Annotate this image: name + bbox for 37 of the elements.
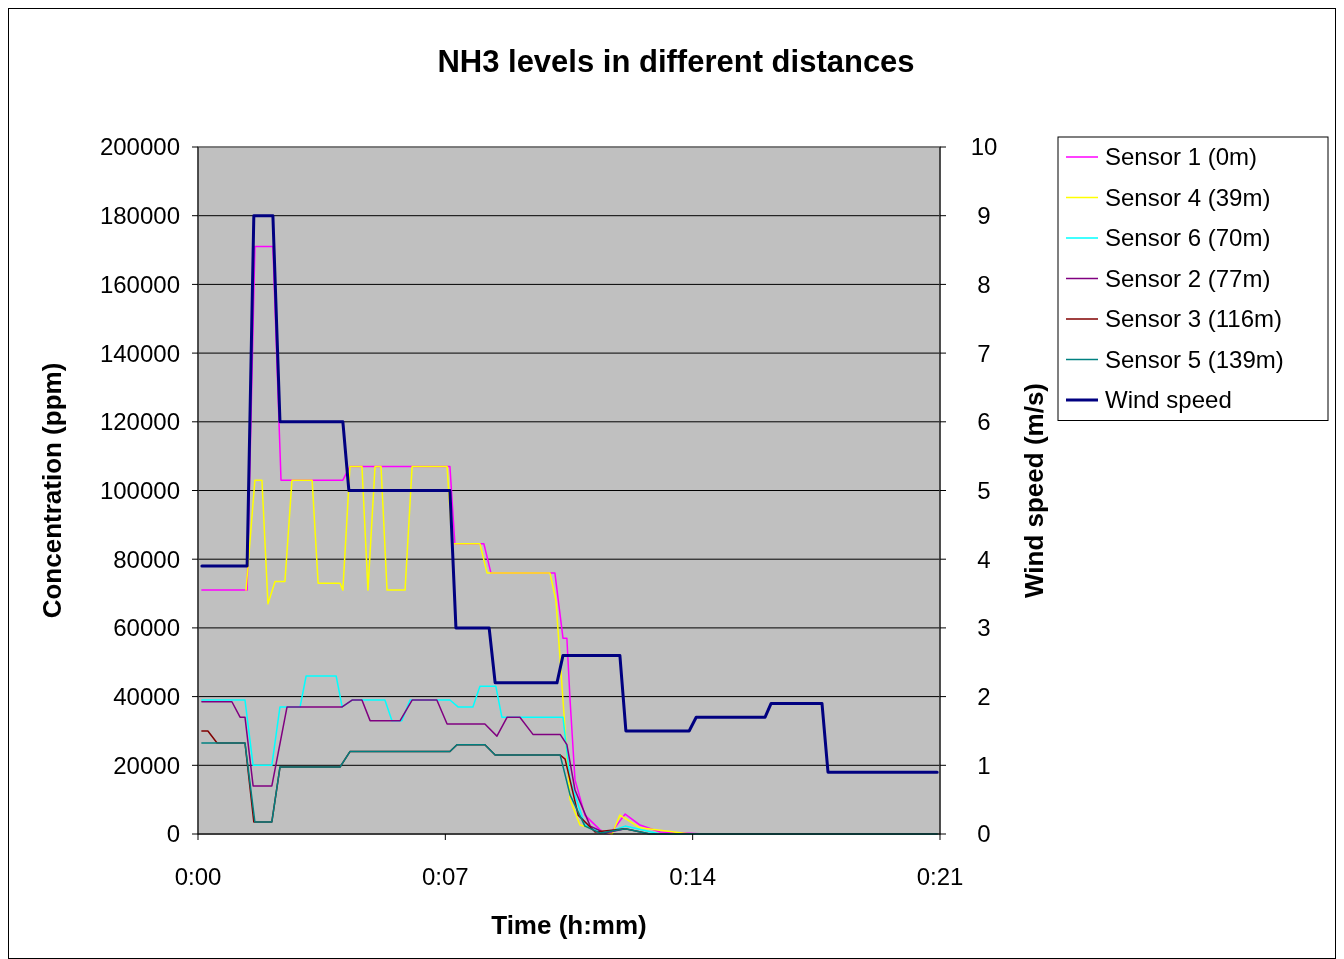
y2-tick-label: 7	[977, 339, 991, 367]
legend-label: Sensor 1 (0m)	[1105, 143, 1258, 171]
x-tick-label: 0:07	[421, 863, 469, 890]
x-tick-label: 0:14	[669, 863, 717, 890]
y2-axis-title: Wind speed (m/s)	[1019, 382, 1049, 599]
legend-label: Wind speed	[1105, 386, 1232, 414]
x-axis-title: Time (h:mm)	[491, 910, 647, 940]
y-tick-label: 80000	[113, 545, 180, 573]
y-tick-label: 160000	[99, 270, 180, 298]
legend-label: Sensor 5 (139m)	[1105, 345, 1284, 373]
y-tick-label: 200000	[99, 133, 180, 161]
y2-tick-label: 9	[977, 202, 991, 230]
x-tick-label: 0:00	[174, 863, 222, 890]
x-tick-label: 0:21	[916, 863, 964, 890]
y-tick-label: 100000	[99, 476, 180, 504]
y2-tick-label: 10	[970, 133, 998, 161]
y-tick-label: 40000	[113, 683, 180, 710]
y2-tick-label: 5	[977, 476, 991, 504]
legend-label: Sensor 3 (116m)	[1105, 305, 1282, 333]
chart-title: NH3 levels in different distances	[437, 44, 915, 79]
y-axis-title: Concentration (ppm)	[37, 362, 67, 619]
y2-tick-label: 2	[977, 683, 991, 710]
legend-label: Sensor 6 (70m)	[1105, 224, 1271, 252]
y-tick-label: 140000	[99, 339, 180, 367]
y-tick-label: 180000	[99, 202, 180, 230]
y2-tick-label: 8	[977, 270, 991, 298]
y-tick-label: 60000	[113, 614, 180, 642]
legend-label: Sensor 4 (39m)	[1105, 183, 1271, 211]
legend-label: Sensor 2 (77m)	[1105, 264, 1271, 292]
y-tick-label: 0	[166, 820, 180, 848]
y2-tick-label: 1	[977, 751, 991, 779]
y2-tick-label: 3	[977, 614, 991, 642]
y-tick-label: 20000	[113, 751, 180, 779]
y2-tick-label: 4	[977, 545, 991, 573]
y2-tick-label: 6	[977, 408, 991, 436]
y-tick-label: 120000	[99, 408, 180, 436]
y2-tick-label: 0	[977, 820, 991, 848]
